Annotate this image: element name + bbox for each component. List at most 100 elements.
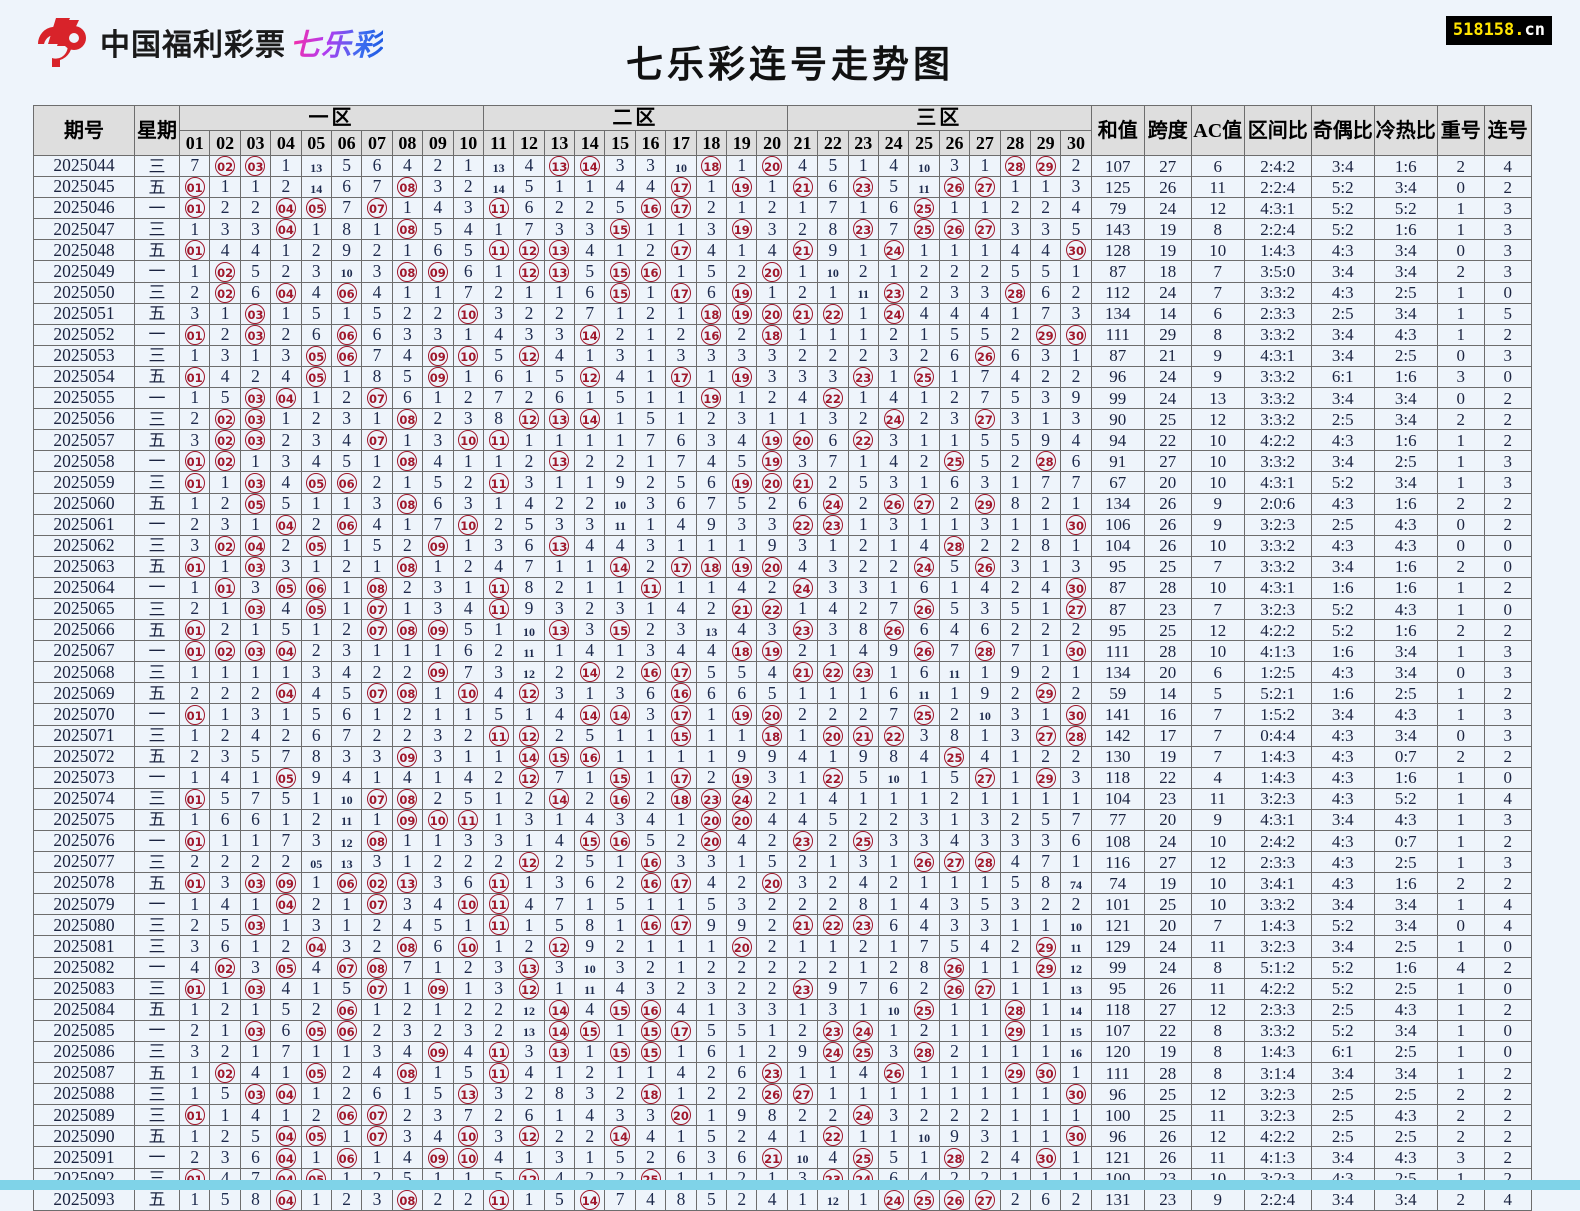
ball-glyph: 26 [883, 620, 904, 641]
miss-value: 3 [281, 450, 291, 471]
miss-value: 2 [524, 788, 534, 809]
miss-value: 2 [1010, 534, 1020, 555]
miss-count: 4 [391, 1146, 424, 1169]
drawn-ball-25: 25 [908, 197, 940, 220]
miss-count: 5 [604, 197, 636, 220]
col-header-ac: AC值 [1190, 105, 1245, 156]
drawn-ball-04: 04 [270, 1125, 302, 1148]
miss-value: 2 [220, 682, 230, 703]
ball-glyph: 25 [914, 367, 935, 388]
miss-count: 4 [938, 619, 971, 642]
miss-count: 2 [877, 956, 910, 979]
miss-count: 2 [270, 323, 302, 346]
miss-count: 1 [695, 176, 728, 199]
cell-repeat: 0 [1436, 513, 1485, 536]
drawn-ball-08: 08 [361, 956, 393, 979]
miss-count: 2 [999, 682, 1031, 705]
miss-count: 1 [969, 1019, 1001, 1042]
miss-count: 2 [239, 365, 272, 389]
miss-value: 3 [950, 155, 959, 176]
miss-count: 1 [634, 935, 667, 958]
miss-count: 1 [239, 829, 272, 853]
miss-count: 1 [300, 1146, 332, 1169]
miss-count: 3 [422, 872, 454, 895]
drawn-ball-01: 01 [178, 703, 211, 726]
miss-value: 5 [615, 197, 625, 218]
miss-count: 1 [938, 872, 971, 895]
table-body: 2025044 三 7 02 03 1 13 5 6 4 2 1 13 4 13 14 3 3 10 18 1 20 4 5 1… [33, 154, 1532, 1211]
miss-value: 3 [1010, 408, 1020, 429]
miss-value: 2 [919, 450, 929, 471]
ball-glyph: 25 [914, 1189, 935, 1210]
miss-value: 1 [1071, 345, 1081, 366]
miss-value: 3 [342, 935, 352, 956]
miss-count: 1 [178, 260, 211, 283]
miss-count: 4 [817, 597, 849, 621]
cell-repeat: 4 [1436, 956, 1485, 979]
cell-zone-ratio: 1:5:2 [1243, 703, 1312, 726]
miss-value: 2 [615, 1083, 625, 1104]
miss-value: 8 [828, 218, 838, 239]
miss-value: 1 [463, 577, 473, 598]
cell-ac: 10 [1190, 829, 1245, 853]
miss-value: 8 [342, 218, 352, 239]
miss-value: 4 [524, 155, 534, 176]
ball-glyph: 14 [549, 999, 570, 1020]
drawn-ball-09: 09 [422, 365, 454, 389]
ball-glyph: 29 [1005, 1020, 1026, 1041]
cell-sum: 96 [1090, 1125, 1145, 1148]
cell-sum: 95 [1090, 619, 1145, 642]
miss-value: 2 [950, 492, 959, 513]
miss-count: 1 [634, 218, 667, 241]
miss-count: 1 [1029, 998, 1062, 1021]
miss-value: 1 [403, 197, 412, 218]
miss-count: 6 [726, 682, 758, 705]
miss-value: 1 [737, 155, 747, 176]
ball-glyph: 14 [579, 324, 600, 345]
miss-count: 1 [938, 682, 971, 705]
miss-value: 5 [555, 914, 564, 935]
ball-glyph: 22 [883, 725, 904, 746]
miss-count: 1 [300, 555, 332, 578]
miss-count: 3 [604, 1104, 636, 1127]
drawn-ball-01: 01 [178, 555, 211, 578]
drawn-ball-23: 23 [786, 619, 819, 642]
cell-weekday: 三 [134, 661, 180, 684]
miss-value: 3 [828, 619, 838, 640]
drawn-ball-27: 27 [969, 176, 1001, 199]
table-row: 2025074 三 01 5 7 5 1 10 07 08 2 5 1 2 14 2 16 2 18 23 24 2 1 4 1… [33, 787, 1532, 810]
miss-value: 1 [1071, 260, 1081, 281]
ball-glyph: 27 [974, 1189, 995, 1210]
cell-issue: 2025067 [33, 640, 135, 663]
ball-glyph: 27 [1035, 725, 1056, 746]
miss-count: 1 [877, 260, 910, 283]
cell-cold-hot: 2:5 [1373, 281, 1438, 304]
miss-count: 2 [786, 956, 819, 979]
miss-count: 4 [513, 1062, 545, 1085]
miss-count: 3 [969, 808, 1001, 832]
drawn-ball-03: 03 [239, 323, 272, 346]
cell-consecutive: 2 [1483, 408, 1532, 431]
drawn-ball-08: 08 [391, 1062, 424, 1085]
miss-count: 2 [391, 534, 424, 557]
ball-glyph: 23 [701, 788, 722, 809]
cell-span: 27 [1143, 998, 1192, 1021]
miss-count: 2 [543, 661, 576, 684]
drawn-ball-14: 14 [604, 703, 636, 726]
miss-value: 2 [646, 239, 655, 260]
cell-weekday: 三 [134, 218, 180, 241]
miss-value: 3 [433, 176, 443, 197]
miss-count: 1 [391, 197, 424, 220]
miss-value: 1 [919, 429, 929, 450]
miss-count: 3 [969, 914, 1001, 937]
miss-count: 3 [604, 956, 636, 979]
table-row: 2025081 三 3 6 1 2 04 3 2 08 6 10 1 2 12 9 2 1 1 1 20 2 1 1 2 1 7 5 4… [33, 935, 1532, 958]
miss-value: 9 [767, 534, 777, 555]
miss-value: 1 [311, 1041, 321, 1062]
ball-glyph: 24 [853, 1105, 874, 1126]
miss-count: 2 [482, 1104, 515, 1127]
drawn-ball-15: 15 [634, 1019, 667, 1042]
miss-count: 3 [239, 576, 272, 599]
col-header-span: 跨度 [1143, 105, 1192, 156]
miss-value: 1 [372, 408, 382, 429]
